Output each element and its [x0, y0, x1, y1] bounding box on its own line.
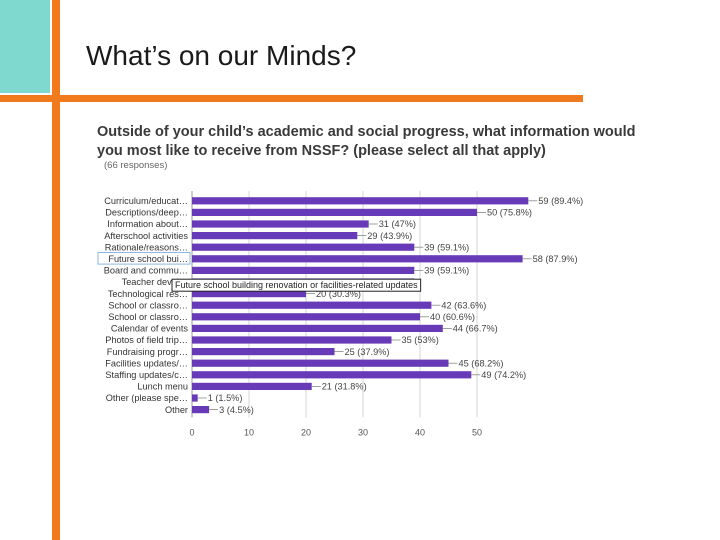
data-label: 50 (75.8%)	[487, 208, 532, 218]
chart-title-line-1: Outside of your child’s academic and soc…	[97, 124, 635, 140]
bar	[192, 336, 392, 344]
slide-title: What’s on our Minds?	[86, 40, 357, 71]
data-label: 21 (31.8%)	[322, 382, 367, 392]
category-label: Curriculum/educat…	[104, 196, 188, 206]
category-label: Fundraising progr…	[107, 347, 188, 357]
category-label: Board and commu…	[104, 266, 188, 276]
teal-accent-block	[0, 0, 50, 93]
tooltip-layer: Future school building renovation or fac…	[97, 252, 422, 292]
data-label: 44 (66.7%)	[453, 324, 498, 334]
data-label: 58 (87.9%)	[533, 254, 578, 264]
category-label: Teacher devel…	[122, 277, 188, 287]
category-label: School or classro…	[108, 312, 188, 322]
bar	[192, 313, 420, 321]
data-label: 29 (43.9%)	[367, 231, 412, 241]
bar	[192, 406, 210, 414]
category-label: Facilities updates/…	[105, 358, 188, 368]
category-label: Staffing updates/c…	[105, 370, 188, 380]
tooltip-box	[171, 278, 422, 292]
orange-horizontal-rule	[0, 95, 583, 102]
data-label: 39 (59.1%)	[424, 266, 469, 276]
category-label: Calendar of events	[111, 324, 189, 334]
data-label: 20 (30.3%)	[316, 289, 361, 299]
x-tick-label: 40	[415, 427, 425, 437]
x-axis-ticks: 0 10 20 30 40 50	[189, 427, 482, 437]
x-tick-label: 0	[189, 427, 194, 437]
orange-vertical-rule	[52, 0, 60, 540]
bar	[192, 197, 529, 205]
data-label: 59 (89.4%)	[538, 196, 583, 206]
tooltip-text: Future school building renovation or fac…	[175, 280, 418, 290]
bar	[192, 243, 415, 251]
category-label: Future school bui…	[108, 254, 188, 264]
bar	[192, 371, 472, 379]
category-label: Other	[165, 405, 188, 415]
bar	[192, 394, 198, 402]
x-tick-label: 20	[301, 427, 311, 437]
bar	[192, 208, 477, 216]
data-label: 31 (47%)	[379, 219, 416, 229]
bar	[192, 255, 523, 263]
category-label: Photos of field trip…	[105, 335, 188, 345]
highlighted-category-box	[97, 252, 191, 265]
bar	[192, 301, 432, 309]
x-tick-label: 10	[244, 427, 254, 437]
data-label: 49 (74.2%)	[481, 370, 526, 380]
data-label: 3 (4.5%)	[219, 405, 254, 415]
x-tick-label: 30	[358, 427, 368, 437]
data-label: 45 (68.2%)	[459, 358, 504, 368]
category-label: School or classro…	[108, 300, 188, 310]
bar-chart: Outside of your child’s academic and soc…	[97, 124, 635, 437]
bar	[192, 348, 335, 356]
bar	[192, 290, 306, 298]
bar	[192, 382, 312, 390]
category-label: Lunch menu	[137, 382, 188, 392]
data-label: 42 (63.6%)	[441, 300, 486, 310]
responses-count: (66 responses)	[104, 160, 167, 171]
category-label: Rationale/reasons…	[105, 242, 188, 252]
bar	[192, 266, 415, 274]
category-label: Afterschool activities	[104, 231, 188, 241]
category-label: Descriptions/deep…	[105, 208, 188, 218]
bar	[192, 232, 358, 240]
category-label: Information about…	[107, 219, 188, 229]
data-label: 35 (53%)	[402, 335, 439, 345]
bar	[192, 324, 443, 332]
data-label: 40 (60.6%)	[430, 312, 475, 322]
bar	[192, 359, 449, 367]
bar	[192, 220, 369, 228]
data-label: 25 (37.9%)	[345, 347, 390, 357]
category-label: Technological res…	[108, 289, 188, 299]
category-label: Other (please spe…	[106, 393, 188, 403]
chart-title-line-2: you most like to receive from NSSF? (ple…	[97, 143, 546, 159]
x-tick-label: 50	[472, 427, 482, 437]
data-label: 1 (1.5%)	[208, 393, 243, 403]
data-label: 39 (59.1%)	[424, 242, 469, 252]
bars-layer: Curriculum/educat… 59 (89.4%) Descriptions…	[104, 196, 584, 415]
